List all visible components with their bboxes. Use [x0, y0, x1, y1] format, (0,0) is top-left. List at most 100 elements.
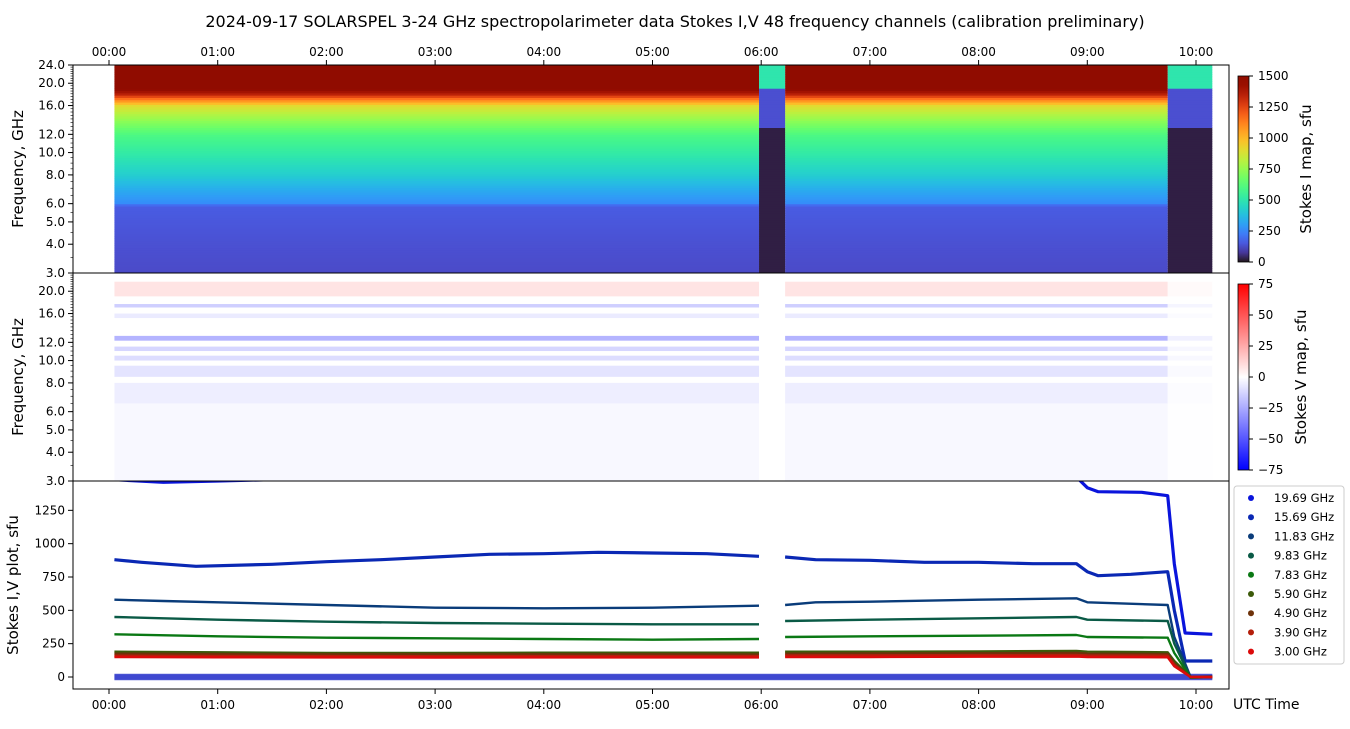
stokes-i-cell: [785, 69, 1168, 73]
stokes-i-cell: [785, 259, 1168, 263]
stokes-v-colorbar-fill: [1237, 283, 1250, 471]
series-line: [785, 615, 1213, 679]
stokes-i-cell: [114, 219, 760, 223]
stokes-i-gap-cell: [1167, 231, 1213, 235]
stokes-i-gap-cell: [1167, 201, 1213, 205]
stokes-v-colorbar: 75 50 25 0 −25 −50 −75 Stokes V map, sfu: [1237, 277, 1310, 477]
stokes-i-cell: [785, 182, 1168, 186]
stokes-i-gap-cell: [1167, 69, 1213, 73]
stokes-v-band: [1167, 346, 1213, 352]
stokes-i-gap-cell: [759, 242, 786, 246]
stokes-i-cell: [114, 157, 760, 161]
stokes-v-band: [785, 346, 1168, 352]
legend-marker: [1248, 629, 1254, 636]
stokes-i-gap-cell: [759, 78, 786, 82]
stokes-i-cell: [785, 113, 1168, 117]
stokes-i-gap-cell: [1167, 192, 1213, 196]
stokes-i-cell: [785, 196, 1168, 200]
stokes-i-gap-cell: [1167, 136, 1213, 140]
colorbar-tick-label: 25: [1258, 339, 1273, 353]
colorbar-tick-label: 50: [1258, 308, 1273, 322]
y-tick-label: 16.0: [38, 99, 65, 113]
stokes-i-cell: [114, 141, 760, 145]
stokes-v-colorbar-ticks: 75 50 25 0 −25 −50 −75: [1249, 277, 1283, 477]
y-tick-label: 8.0: [46, 168, 65, 182]
x-axis-label: UTC Time: [1233, 697, 1299, 713]
stokes-i-cell: [114, 182, 760, 186]
stokes-i-gap-cell: [759, 201, 786, 205]
stokes-i-gap-cell: [759, 145, 786, 149]
stokes-i-yaxis: 3.0 4.0 5.0 6.0 8.0 10.0 12.0 16.0 20.0 24.0: [38, 58, 73, 280]
stokes-i-cell: [114, 270, 760, 274]
y-tick-label: 8.0: [46, 376, 65, 390]
stokes-i-gap-cell: [759, 92, 786, 96]
stokes-i-cell: [114, 252, 760, 256]
stokes-i-cell: [785, 67, 1168, 71]
stokes-i-cell: [114, 229, 760, 232]
legend-marker: [1248, 514, 1254, 521]
stokes-i-cell: [114, 143, 760, 147]
stokes-v-band: [785, 313, 1168, 319]
stokes-i-cell: [114, 247, 760, 251]
stokes-v-band: [114, 346, 760, 352]
legend-marker: [1248, 591, 1254, 597]
stokes-i-gap-cell: [1167, 164, 1213, 168]
series-line: [114, 654, 759, 658]
stokes-i-gap-cell: [1167, 185, 1213, 189]
stokes-i-cell: [114, 95, 760, 98]
stokes-i-cell: [785, 270, 1168, 274]
stokes-i-gap-cell: [759, 111, 786, 115]
stokes-i-cell: [785, 180, 1168, 184]
stokes-i-gap-cell: [1167, 127, 1213, 131]
stokes-i-cell: [785, 85, 1168, 89]
stokes-i-cell: [114, 254, 760, 258]
stokes-i-gap-cell: [1167, 108, 1213, 112]
stokes-i-gap-cell: [1167, 222, 1213, 226]
stokes-i-gap-cell: [759, 247, 786, 251]
colorbar-tick-label: 0: [1258, 370, 1266, 384]
stokes-i-cell: [114, 118, 760, 122]
stokes-i-cell: [114, 104, 760, 108]
stokes-i-gap-cell: [759, 215, 786, 219]
stokes-i-cell: [114, 210, 760, 214]
colorbar-tick-label: 0: [1258, 255, 1266, 269]
stokes-i-gap-cell: [759, 224, 786, 228]
legend-items: 19.69 GHz 15.69 GHz 11.83 GHz 9.83 GHz 7.83 …: [1248, 491, 1334, 659]
stokes-i-cell: [785, 192, 1168, 196]
top-tick-label: 07:00: [853, 45, 888, 59]
stokes-i-colorbar-label: Stokes I map, sfu: [1297, 104, 1315, 233]
stokes-i-gap-cell: [759, 270, 786, 274]
stokes-i-cell: [114, 196, 760, 200]
stokes-i-cell: [114, 194, 760, 198]
legend-marker: [1248, 495, 1254, 501]
stokes-i-gap-cell: [759, 88, 786, 92]
stokes-i-cell: [114, 187, 760, 191]
stokes-i-cell: [785, 159, 1168, 163]
stokes-i-gap-cell: [1167, 173, 1213, 177]
legend-label: 11.83 GHz: [1274, 529, 1334, 543]
stokes-i-gap-cell: [1167, 242, 1213, 246]
stokes-i-cell: [114, 155, 760, 159]
stokes-i-cell: [114, 162, 760, 165]
stokes-i-cell: [114, 78, 760, 82]
stokes-i-cell: [785, 152, 1168, 156]
series-line: [114, 655, 759, 659]
stokes-i-heatmap: [114, 65, 1213, 274]
stokes-i-gap-cell: [759, 196, 786, 200]
stokes-i-gap-cell: [1167, 90, 1213, 94]
stokes-i-cell: [785, 245, 1168, 249]
stokes-i-cell: [114, 189, 760, 193]
bottom-tick-label: 04:00: [527, 698, 562, 712]
y-tick-label: 10.0: [38, 354, 65, 368]
stokes-i-ylabel: Frequency, GHz: [9, 110, 27, 228]
stokes-i-cell: [785, 231, 1168, 235]
stokes-i-gap-cell: [1167, 99, 1213, 103]
stokes-i-cell: [785, 268, 1168, 272]
stokes-i-cell: [785, 240, 1168, 244]
stokes-i-cell: [114, 175, 760, 179]
stokes-i-cell: [785, 242, 1168, 246]
colorbar-tick-label: 500: [1258, 193, 1281, 207]
stokes-i-cell: [114, 203, 760, 207]
stokes-i-cell: [114, 178, 760, 182]
stokes-i-gap-cell: [1167, 240, 1213, 244]
